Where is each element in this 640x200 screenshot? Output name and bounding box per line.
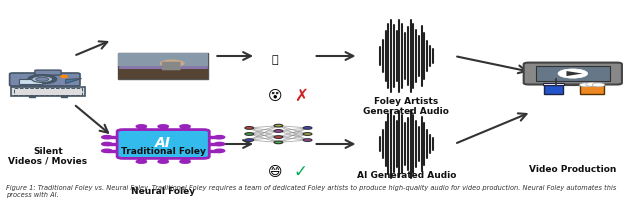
Circle shape xyxy=(158,160,168,163)
Circle shape xyxy=(592,83,605,87)
Circle shape xyxy=(245,133,253,135)
FancyBboxPatch shape xyxy=(524,63,622,85)
FancyBboxPatch shape xyxy=(536,66,610,81)
Circle shape xyxy=(214,136,225,139)
Bar xyxy=(203,143,220,145)
Circle shape xyxy=(214,142,225,146)
Text: 😵: 😵 xyxy=(268,89,282,103)
FancyBboxPatch shape xyxy=(10,73,80,86)
Polygon shape xyxy=(66,79,82,84)
Bar xyxy=(559,84,587,85)
Bar xyxy=(159,156,167,162)
Text: AI Generated Audio: AI Generated Audio xyxy=(356,171,456,180)
Bar xyxy=(107,136,124,138)
FancyBboxPatch shape xyxy=(543,83,564,85)
Text: Figure 1: Traditional Foley vs. Neural Foley. Traditional Foley requires a team : Figure 1: Traditional Foley vs. Neural F… xyxy=(6,185,617,198)
Circle shape xyxy=(558,69,588,78)
FancyBboxPatch shape xyxy=(35,70,61,75)
Circle shape xyxy=(102,136,112,139)
Circle shape xyxy=(36,77,49,81)
Circle shape xyxy=(303,133,312,135)
Circle shape xyxy=(579,83,592,87)
FancyBboxPatch shape xyxy=(12,86,85,96)
Bar xyxy=(203,136,220,138)
Bar xyxy=(107,143,124,145)
Circle shape xyxy=(274,141,283,144)
Text: Silent
Videos / Movies: Silent Videos / Movies xyxy=(8,147,88,166)
FancyBboxPatch shape xyxy=(118,53,208,79)
Text: Foley Artists
Generated Audio: Foley Artists Generated Audio xyxy=(364,97,449,116)
Circle shape xyxy=(160,59,185,67)
Text: AI: AI xyxy=(156,136,171,150)
Circle shape xyxy=(586,82,598,86)
Bar xyxy=(138,126,145,132)
Bar xyxy=(118,53,208,66)
Circle shape xyxy=(274,130,283,132)
Circle shape xyxy=(180,125,190,128)
Bar xyxy=(203,150,220,152)
Bar xyxy=(61,96,67,97)
Bar xyxy=(571,83,575,85)
Text: 😄: 😄 xyxy=(268,165,282,179)
FancyBboxPatch shape xyxy=(580,85,605,94)
Circle shape xyxy=(214,149,225,152)
Bar xyxy=(182,156,189,162)
Circle shape xyxy=(61,75,67,78)
Circle shape xyxy=(180,160,190,163)
FancyBboxPatch shape xyxy=(543,85,563,94)
Circle shape xyxy=(136,125,147,128)
Bar xyxy=(159,126,167,132)
Bar xyxy=(107,150,124,152)
Circle shape xyxy=(102,149,112,152)
Circle shape xyxy=(274,124,283,127)
Bar xyxy=(138,156,145,162)
Circle shape xyxy=(303,127,312,129)
Circle shape xyxy=(102,142,112,146)
Circle shape xyxy=(245,127,253,129)
FancyBboxPatch shape xyxy=(117,130,209,158)
Bar xyxy=(182,126,189,132)
Circle shape xyxy=(245,139,253,141)
Circle shape xyxy=(303,139,312,141)
Text: 🤮: 🤮 xyxy=(272,55,278,65)
Bar xyxy=(29,96,35,97)
Polygon shape xyxy=(566,71,582,76)
Text: ✗: ✗ xyxy=(294,87,308,105)
Circle shape xyxy=(274,136,283,138)
Circle shape xyxy=(28,75,57,84)
Text: ✓: ✓ xyxy=(294,163,308,181)
Text: Neural Foley: Neural Foley xyxy=(131,187,195,196)
Circle shape xyxy=(136,160,147,163)
Bar xyxy=(118,69,208,79)
Circle shape xyxy=(32,76,53,82)
Text: Traditional Foley: Traditional Foley xyxy=(121,147,205,156)
Text: Video Production: Video Production xyxy=(529,165,616,174)
Circle shape xyxy=(158,125,168,128)
FancyBboxPatch shape xyxy=(19,79,42,84)
FancyBboxPatch shape xyxy=(162,62,180,70)
